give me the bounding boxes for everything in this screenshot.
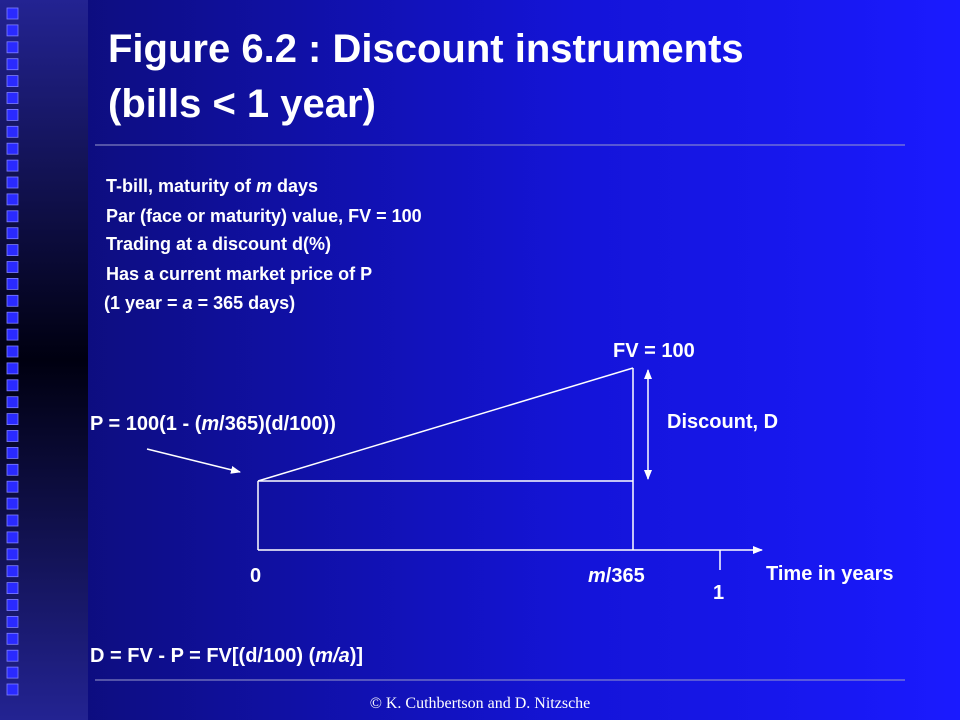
bullet: T-bill, maturity of m days — [106, 176, 318, 196]
axis-one: 1 — [713, 582, 724, 604]
axis-title: Time in years — [766, 563, 893, 585]
side-square — [6, 565, 19, 578]
side-square — [6, 480, 19, 493]
side-square — [6, 632, 19, 645]
side-square — [6, 41, 19, 54]
side-square — [6, 548, 19, 561]
side-square — [6, 379, 19, 392]
price-label: P = 100(1 - (m/365)(d/100)) — [90, 413, 336, 435]
value-line — [257, 367, 634, 482]
side-square — [6, 261, 19, 273]
side-square — [6, 159, 19, 172]
axis-zero: 0 — [250, 565, 261, 587]
fv-label: FV = 100 — [613, 340, 695, 362]
side-square — [6, 176, 19, 189]
side-square — [6, 446, 19, 459]
side-square — [6, 362, 19, 375]
bullet: (1 year = a = 365 days) — [104, 293, 295, 313]
side-square — [6, 277, 19, 290]
side-square — [6, 92, 19, 104]
side-square — [6, 328, 19, 341]
side-square — [6, 582, 19, 594]
side-square — [6, 396, 19, 409]
side-square — [6, 311, 19, 324]
title-line: (bills < 1 year) — [108, 82, 376, 126]
side-square — [6, 24, 19, 37]
side-square — [6, 413, 19, 426]
bullet: Has a current market price of P — [106, 264, 372, 284]
footer: © K. Cuthbertson and D. Nitzsche — [370, 695, 591, 712]
formula: D = FV - P = FV[(d/100) (m/a)] — [90, 645, 363, 667]
side-square — [6, 531, 19, 544]
bullet: Par (face or maturity) value, FV = 100 — [106, 206, 422, 226]
diagram — [146, 367, 763, 570]
title-line: Figure 6.2 : Discount instruments — [108, 27, 744, 71]
side-square — [6, 683, 19, 696]
side-square — [6, 58, 19, 71]
side-square — [6, 497, 19, 510]
side-square — [6, 109, 19, 121]
side-square — [6, 75, 19, 87]
side-square — [6, 666, 19, 679]
side-square — [6, 430, 19, 442]
side-square — [6, 125, 19, 138]
side-strip — [0, 0, 88, 720]
side-square — [6, 210, 19, 223]
side-square — [6, 514, 19, 527]
side-square — [6, 294, 19, 307]
discount-label: Discount, D — [667, 411, 778, 433]
axis-maturity: m/365 — [588, 565, 645, 587]
side-square — [6, 7, 19, 20]
side-square — [6, 244, 19, 257]
side-square — [6, 649, 19, 662]
side-square — [6, 142, 19, 155]
square-column — [6, 7, 19, 696]
side-square — [6, 227, 19, 240]
bullet: Trading at a discount d(%) — [106, 234, 331, 254]
side-square — [6, 463, 19, 476]
side-square — [6, 616, 19, 628]
side-square — [6, 599, 19, 611]
side-square — [6, 193, 19, 206]
side-square — [6, 345, 19, 358]
pointer-arrow — [146, 448, 241, 474]
